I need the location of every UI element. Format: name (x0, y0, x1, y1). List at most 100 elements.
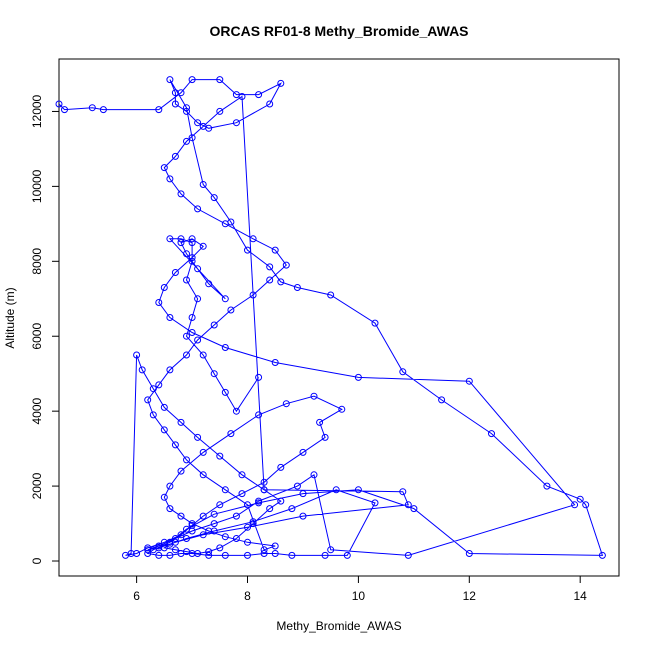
data-point (271, 246, 279, 254)
data-point (194, 550, 202, 557)
x-tick-label: 10 (352, 589, 366, 603)
data-point (210, 520, 218, 528)
data-point (266, 276, 274, 284)
data-point (205, 551, 213, 559)
data-point (144, 544, 152, 552)
data-point (227, 306, 235, 314)
data-point (227, 430, 235, 438)
data-point (171, 100, 179, 108)
data-points (55, 76, 606, 559)
y-axis: 0 2000 4000 6000 8000 10000 12000 (30, 94, 59, 564)
data-point (133, 550, 141, 557)
data-point (321, 433, 329, 441)
data-point (155, 106, 163, 114)
data-point (255, 497, 263, 505)
data-point (166, 76, 174, 84)
data-point (244, 551, 251, 559)
data-point (277, 497, 285, 505)
data-point (232, 119, 240, 127)
data-point (221, 344, 229, 351)
data-point (210, 321, 218, 329)
data-point (155, 542, 163, 550)
data-point (288, 551, 296, 559)
data-point (238, 490, 246, 498)
data-point (299, 448, 307, 456)
data-point (293, 482, 301, 490)
data-point (321, 551, 329, 559)
data-point (371, 319, 379, 327)
plot-frame (58, 58, 620, 577)
data-point (221, 551, 229, 559)
data-point (188, 134, 196, 142)
data-point (399, 368, 407, 376)
data-point (255, 373, 263, 381)
x-tick-label: 6 (133, 589, 140, 603)
data-point (177, 467, 185, 475)
data-point (216, 501, 224, 509)
data-point (310, 471, 318, 479)
y-axis-label: Altitude (m) (3, 287, 17, 348)
data-point (266, 263, 274, 271)
data-point (255, 91, 263, 99)
data-point (171, 546, 179, 554)
data-point (166, 235, 174, 243)
data-point (166, 551, 174, 559)
data-point (288, 505, 296, 513)
data-point (194, 205, 202, 213)
data-point (232, 512, 240, 520)
data-point (199, 181, 207, 188)
data-point (160, 284, 168, 291)
data-point (232, 535, 240, 542)
data-point (138, 366, 146, 374)
data-point (166, 505, 174, 513)
data-point (160, 493, 168, 501)
data-point (194, 433, 202, 441)
y-tick-label: 4000 (30, 397, 44, 424)
y-tick-label: 0 (30, 557, 44, 564)
data-point (210, 510, 218, 518)
x-tick-label: 8 (244, 589, 251, 603)
data-point (177, 190, 185, 198)
data-point (221, 486, 229, 494)
x-axis-label: Methy_Bromide_AWAS (276, 619, 401, 633)
data-point (155, 299, 163, 306)
data-point (327, 546, 335, 554)
x-axis: 6 8 10 12 14 (133, 576, 587, 603)
x-tick-label: 12 (463, 589, 477, 603)
data-point (249, 518, 257, 526)
data-point (277, 463, 285, 471)
data-point (271, 359, 279, 366)
data-point (166, 175, 174, 183)
data-point (205, 548, 213, 556)
data-point (582, 501, 590, 509)
y-tick-label: 2000 (30, 472, 44, 499)
data-point (166, 366, 174, 374)
data-point (244, 523, 251, 531)
data-point (260, 486, 268, 494)
data-point (249, 235, 257, 243)
y-tick-label: 12000 (30, 94, 44, 128)
data-point (183, 104, 190, 112)
data-point (199, 122, 207, 130)
data-point (160, 403, 168, 411)
data-point (221, 533, 229, 541)
data-point (221, 388, 229, 396)
x-tick-label: 14 (574, 589, 588, 603)
data-point (410, 505, 418, 513)
data-point (271, 550, 279, 557)
data-point (171, 535, 179, 542)
data-point (171, 538, 179, 546)
data-point (266, 505, 274, 513)
data-point (183, 276, 190, 284)
data-point (260, 478, 268, 486)
data-point (188, 257, 196, 265)
data-point (221, 220, 229, 228)
data-point (194, 336, 202, 344)
data-point (183, 535, 190, 542)
data-point (249, 520, 257, 528)
data-point (293, 284, 301, 291)
data-point (61, 106, 68, 114)
data-point (177, 531, 185, 539)
data-point (205, 527, 213, 535)
data-point (271, 542, 279, 550)
